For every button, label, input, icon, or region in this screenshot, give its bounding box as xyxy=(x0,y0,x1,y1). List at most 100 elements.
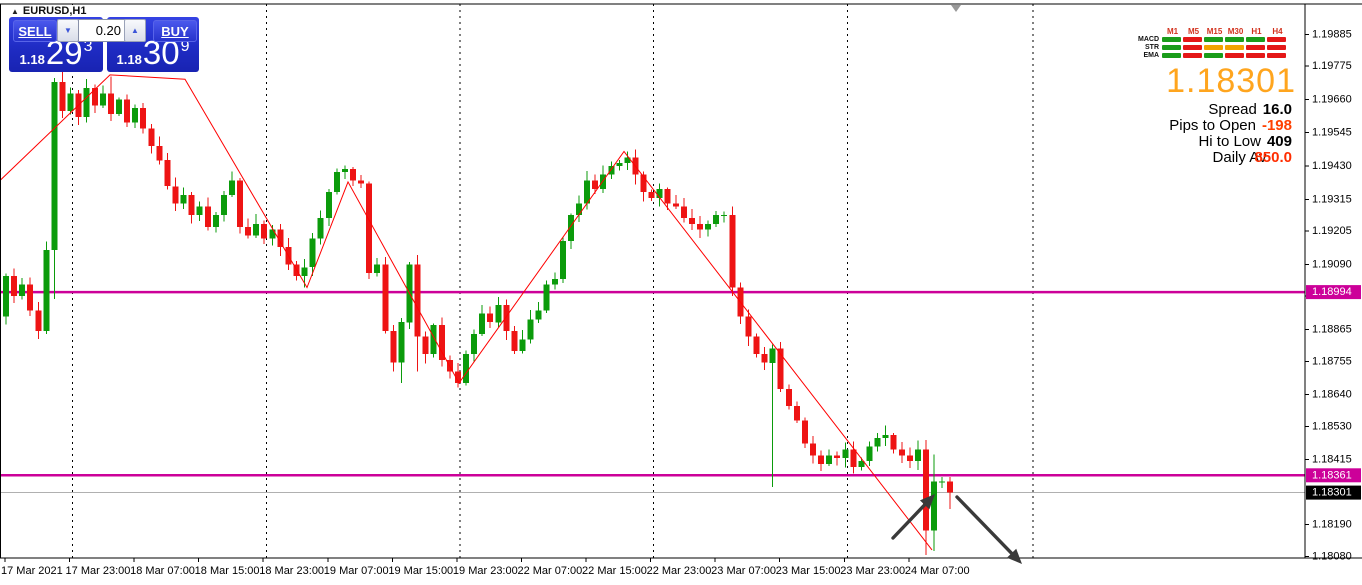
time-tick-label: 18 Mar 07:00 xyxy=(130,565,195,577)
candle xyxy=(592,180,599,190)
candle xyxy=(640,174,647,193)
indicator-signal-cell xyxy=(1225,52,1244,58)
buy-button[interactable]: BUY xyxy=(153,20,197,42)
candlesticks xyxy=(3,70,954,556)
candle xyxy=(753,336,760,355)
indicator-signal-cell xyxy=(1225,44,1244,50)
time-axis[interactable]: 17 Mar 2021 17 Mar 23:00 18 Mar 07:00 18 Ma… xyxy=(1,558,970,577)
candle xyxy=(454,371,461,383)
price-tick-label: 1.19315 xyxy=(1312,193,1352,205)
candle xyxy=(309,238,316,268)
time-tick-label: 24 Mar 07:00 xyxy=(905,565,970,577)
time-tick-label: 22 Mar 07:00 xyxy=(517,565,582,577)
stats-panel: Spread 16.0 Pips to Open -198 Hi to Low 409… xyxy=(1169,102,1292,166)
candle xyxy=(124,99,131,123)
candle xyxy=(567,215,574,242)
chart-shift-marker-icon xyxy=(951,5,961,12)
candle xyxy=(366,183,373,274)
indicator-signal-cell xyxy=(1204,36,1223,42)
candle xyxy=(116,99,122,114)
candle xyxy=(382,264,389,331)
indicator-signal-cell xyxy=(1267,52,1286,58)
candle xyxy=(19,284,26,297)
candle xyxy=(914,449,921,462)
stat-label: Daily Av xyxy=(1212,149,1267,166)
level-price-badge: 1.18994 xyxy=(1306,285,1361,300)
price-tick-label: 1.19545 xyxy=(1312,127,1352,139)
price-tick-label: 1.19660 xyxy=(1312,94,1352,106)
price-tick-label: 1.18190 xyxy=(1312,519,1352,531)
candle xyxy=(939,481,946,483)
price-tick-label: 1.19775 xyxy=(1312,60,1352,72)
time-tick-label: 19 Mar 07:00 xyxy=(324,565,389,577)
candle xyxy=(818,455,825,464)
indicator-signal-cell xyxy=(1204,44,1223,50)
volume-decrease-button[interactable]: ▼ xyxy=(57,19,79,42)
annotation-arrowhead xyxy=(1006,548,1022,564)
candle xyxy=(616,163,623,166)
candle xyxy=(471,333,478,355)
candle xyxy=(503,304,510,331)
candle xyxy=(51,82,58,250)
timeframe-header: M5 xyxy=(1187,26,1200,36)
candle xyxy=(689,218,695,224)
candle xyxy=(261,223,268,239)
annotation-arrow xyxy=(955,495,1018,560)
candle xyxy=(600,174,607,190)
indicator-row-label: STR xyxy=(1145,43,1159,51)
indicator-signal-cell xyxy=(1162,44,1181,50)
candle xyxy=(761,354,768,363)
price-axis[interactable]: 1.19885 1.19775 1.19660 1.19545 1.19430 1.193… xyxy=(1305,28,1352,563)
indicator-signal-cell xyxy=(1204,52,1223,58)
volume-increase-button[interactable]: ▲ xyxy=(124,19,146,42)
candle xyxy=(584,180,590,204)
candle xyxy=(237,180,243,227)
candle xyxy=(204,206,211,227)
candle xyxy=(785,388,792,407)
candle xyxy=(680,206,687,219)
price-tick-label: 1.18640 xyxy=(1312,389,1352,401)
candle xyxy=(721,215,728,217)
symbol-header[interactable]: ▲ EURUSD,H1 xyxy=(8,5,90,17)
ask-prefix: 1.18 xyxy=(116,52,142,67)
candle xyxy=(713,215,720,224)
candle xyxy=(196,206,203,216)
time-tick-label: 23 Mar 23:00 xyxy=(840,565,905,577)
candle xyxy=(874,437,881,447)
collapse-triangle-icon: ▲ xyxy=(11,6,19,16)
candle xyxy=(398,322,405,363)
annotation-arrow xyxy=(891,498,931,540)
timeframe-header: H4 xyxy=(1272,26,1283,36)
candle xyxy=(551,278,558,285)
candle xyxy=(810,443,816,456)
sell-button[interactable]: SELL xyxy=(13,20,57,42)
price-tick-label: 1.18755 xyxy=(1312,355,1352,367)
stat-daily-average: Daily Av850.0 xyxy=(1169,150,1292,166)
candle xyxy=(148,128,155,146)
indicator-signal-cell xyxy=(1225,36,1244,42)
timeframe-header: M30 xyxy=(1227,26,1244,36)
current-price-badge: 1.18301 xyxy=(1306,485,1361,500)
price-tick-label: 1.19885 xyxy=(1312,28,1352,40)
candle xyxy=(866,446,873,462)
stat-value: -198 xyxy=(1261,117,1292,134)
candle xyxy=(414,264,421,337)
svg-text:1.18301: 1.18301 xyxy=(1312,487,1352,499)
time-tick-label: 22 Mar 23:00 xyxy=(647,565,712,577)
svg-text:1.18994: 1.18994 xyxy=(1312,286,1352,298)
candle xyxy=(519,339,526,352)
candle xyxy=(608,166,615,175)
candle xyxy=(648,192,655,198)
candle xyxy=(656,189,663,198)
candle xyxy=(59,82,66,111)
candle xyxy=(511,330,518,352)
time-tick-label: 18 Mar 23:00 xyxy=(259,565,324,577)
candle xyxy=(559,241,566,279)
candle xyxy=(793,406,800,421)
candle xyxy=(947,481,954,493)
candle xyxy=(132,108,139,123)
candle xyxy=(729,215,736,288)
volume-input[interactable] xyxy=(78,19,127,42)
